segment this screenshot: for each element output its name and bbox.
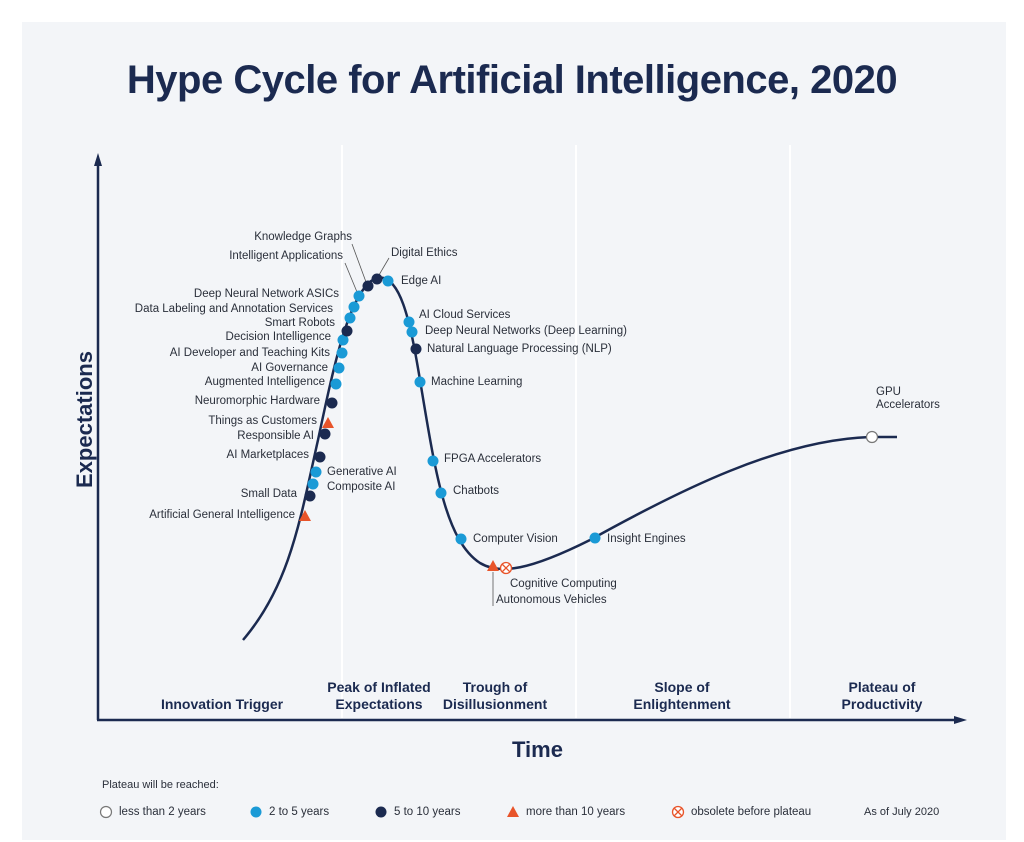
technology-label: Knowledge Graphs [254,231,352,243]
technology-label: Digital Ethics [391,247,458,259]
technology-label: Cognitive Computing [510,578,617,590]
phase-label: Innovation Trigger [160,696,284,712]
technology-label: Responsible AI [237,430,314,442]
marker-2-to-5-years [353,290,365,302]
panel [22,22,1006,840]
marker-5-to-10-years [319,428,331,440]
x-axis-arrow [954,716,967,724]
marker-2-to-5-years [435,487,447,499]
technology-label: AI Developer and Teaching Kits [170,347,330,359]
marker-2-to-5-years [589,532,601,544]
marker-5-to-10-years [375,806,387,818]
phase-label: Trough of Disillusionment [442,679,548,712]
technology-label: Small Data [241,488,298,500]
phase-label: Slope of Enlightenment [633,679,731,712]
technology-label: Smart Robots [265,317,336,329]
technology-label: Intelligent Applications [229,250,343,262]
leader-line [344,262,358,293]
technology-label: Composite AI [327,481,395,493]
technology-label: Deep Neural Networks (Deep Learning) [425,325,627,337]
marker-2-to-5-years [403,316,415,328]
marker-obsolete-cross [674,808,682,816]
legend-title: Plateau will be reached: [102,779,219,791]
legend-label: 5 to 10 years [394,806,461,818]
marker-over-10-years [507,806,519,817]
technology-label: Augmented Intelligence [205,376,325,388]
technology-label: Natural Language Processing (NLP) [427,343,612,355]
marker-5-to-10-years [326,397,338,409]
marker-5-to-10-years [410,343,422,355]
technology-label: Things as Customers [208,415,317,427]
technology-label: Generative AI [327,466,397,478]
leader-line [351,243,367,283]
phase-label: Peak of Inflated Expectations [327,679,431,712]
technology-label: AI Governance [251,362,328,374]
marker-2-to-5-years [333,362,345,374]
marker-over-10-years [322,417,334,428]
technology-label: Autonomous Vehicles [496,594,607,606]
marker-over-10-years [299,510,311,521]
marker-5-to-10-years [304,490,316,502]
marker-2-to-5-years [414,376,426,388]
y-axis-arrow [94,153,102,166]
phase-separators [341,145,791,718]
legend-label: 2 to 5 years [269,806,329,818]
x-axis-label: Time [512,737,563,762]
title: Hype Cycle for Artificial Intelligence, … [126,58,898,102]
technology-label: Decision Intelligence [226,331,331,343]
y-axis-label: Expectations [72,351,97,488]
marker-2-to-5-years [330,378,342,390]
marker-under-2-years [99,805,113,819]
marker-2-to-5-years [336,347,348,359]
technology-label: Insight Engines [607,533,686,545]
technology-label: AI Marketplaces [227,449,310,461]
technology-label: Deep Neural Network ASICs [194,288,339,300]
marker-2-to-5-years [250,806,262,818]
legend-label: less than 2 years [119,806,206,818]
marker-2-to-5-years [307,478,319,490]
marker-obsolete-cross [502,564,510,572]
marker-2-to-5-years [310,466,322,478]
marker-5-to-10-years [362,280,374,292]
marker-2-to-5-years [382,275,394,287]
legend-label: obsolete before plateau [691,806,811,818]
phase-label: Plateau of Productivity [841,679,923,712]
note: As of July 2020 [864,806,940,818]
leader-lines [344,243,494,606]
hype-curve [242,276,897,641]
marker-2-to-5-years [427,455,439,467]
marker-5-to-10-years [314,451,326,463]
technology-label: Machine Learning [431,376,522,388]
marker-2-to-5-years [455,533,467,545]
technology-label: Computer Vision [473,533,558,545]
marker-under-2-years [865,430,879,444]
technology-label: Data Labeling and Annotation Services [135,303,333,315]
marker-5-to-10-years [341,325,353,337]
technology-label: FPGA Accelerators [444,453,541,465]
marker-2-to-5-years [348,301,360,313]
leader-line [378,257,390,276]
marker-2-to-5-years [406,326,418,338]
marker-over-10-years [487,560,499,571]
technology-label: Edge AI [401,275,441,287]
technology-label: Artificial General Intelligence [149,509,295,521]
marker-2-to-5-years [337,334,349,346]
technology-label: Chatbots [453,485,499,497]
legend-label: more than 10 years [526,806,625,818]
marker-2-to-5-years [344,312,356,324]
technology-label: Neuromorphic Hardware [195,395,320,407]
marker-5-to-10-years [371,273,383,285]
technology-label: GPU Accelerators [876,386,940,411]
technology-label: AI Cloud Services [419,309,511,321]
